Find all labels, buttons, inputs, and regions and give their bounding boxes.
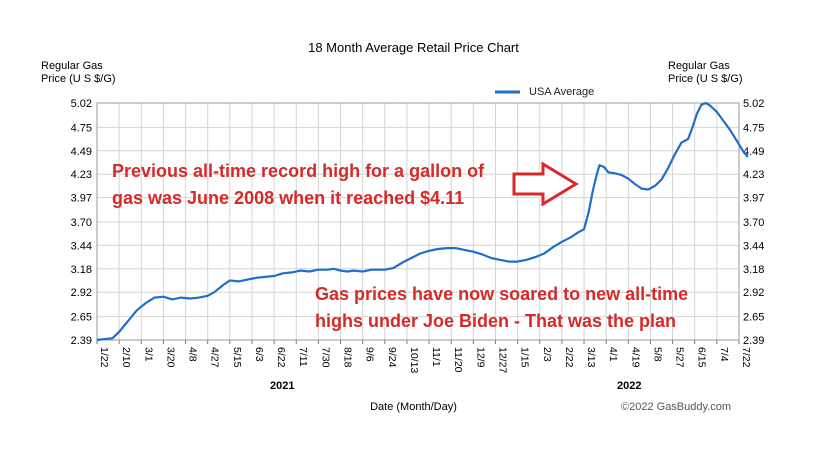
y-tick-label-left: 3.70 xyxy=(71,217,92,229)
annotation-record-2008-line2: gas was June 2008 when it reached $4.11 xyxy=(112,188,465,208)
y-axis-title-left: Regular Gas Price (U S $/G) xyxy=(41,60,116,86)
x-tick-label: 5/15 xyxy=(231,347,243,368)
x-tick-label: 6/22 xyxy=(275,347,287,368)
annotation-record-2008-line1: Previous all-time record high for a gall… xyxy=(112,161,485,181)
x-tick-label: 5/27 xyxy=(674,347,686,368)
x-tick-label: 4/27 xyxy=(209,347,221,368)
x-tick-label: 6/3 xyxy=(253,347,265,362)
y-tick-label-right: 2.39 xyxy=(743,335,764,347)
series-line-usa-average xyxy=(96,101,749,342)
credit: ©2022 GasBuddy.com xyxy=(621,401,732,413)
x-ticks: 1/22 2/10 3/1 3/20 4/8 4/27 5/15 6/3 6/22 7/11 7/3… xyxy=(96,340,752,373)
y-axis-title-left-line2: Price (U S $/G) xyxy=(41,73,116,85)
x-tick-label: 9/24 xyxy=(386,347,398,368)
y-axis-title-left-line1: Regular Gas xyxy=(41,60,103,72)
y-tick-label-right: 4.23 xyxy=(743,169,764,181)
x-tick-label: 1/15 xyxy=(519,347,531,368)
annotation-record-2008: Previous all-time record high for a gall… xyxy=(112,158,484,212)
annotation-new-highs-line2: highs under Joe Biden - That was the pla… xyxy=(315,311,677,331)
annotation-new-highs-line1: Gas prices have now soared to new all-ti… xyxy=(315,284,689,304)
x-tick-label: 7/30 xyxy=(319,347,331,368)
x-tick-label: 5/8 xyxy=(651,347,663,362)
x-tick-label: 10/13 xyxy=(408,347,420,373)
year-label-2021: 2021 xyxy=(270,380,295,392)
y-ticks-right: 5.02 4.75 4.49 4.23 3.97 3.70 3.44 3.18 2.92 2.65… xyxy=(743,98,764,347)
y-tick-label-left: 4.23 xyxy=(71,169,92,181)
y-tick-label-right: 4.75 xyxy=(743,122,764,134)
y-tick-label-right: 3.70 xyxy=(743,217,764,229)
y-tick-label-left: 3.44 xyxy=(71,240,92,252)
x-tick-label: 2/10 xyxy=(120,347,132,368)
x-tick-label: 2/22 xyxy=(563,347,575,368)
x-tick-label: 3/20 xyxy=(164,347,176,368)
x-tick-label: 7/22 xyxy=(740,347,752,368)
year-label-2022: 2022 xyxy=(617,380,642,392)
y-tick-label-left: 2.92 xyxy=(71,287,92,299)
x-tick-label: 4/8 xyxy=(187,347,199,362)
annotation-arrow xyxy=(512,161,579,207)
x-tick-label: 4/19 xyxy=(629,347,641,368)
x-tick-label: 7/11 xyxy=(297,347,309,367)
x-tick-label: 7/4 xyxy=(718,347,730,362)
x-tick-label: 6/15 xyxy=(696,347,708,368)
grid-lines xyxy=(97,102,739,341)
y-tick-label-right: 2.92 xyxy=(743,287,764,299)
legend-label: USA Average xyxy=(529,86,595,98)
y-tick-label-right: 3.97 xyxy=(743,193,764,205)
x-tick-label: 12/27 xyxy=(496,347,508,373)
x-tick-label: 11/20 xyxy=(452,347,464,373)
x-tick-label: 9/6 xyxy=(364,347,376,362)
y-tick-label-right: 2.65 xyxy=(743,312,764,324)
x-tick-label: 4/1 xyxy=(607,347,619,362)
y-axis-title-right-line2: Price (U S $/G) xyxy=(668,73,743,85)
y-tick-label-left: 3.18 xyxy=(71,264,92,276)
y-tick-label-right: 4.49 xyxy=(743,146,764,158)
y-ticks-left: 5.02 4.75 4.49 4.23 3.97 3.70 3.44 3.18 2.92 2.65… xyxy=(71,98,92,347)
y-tick-label-left: 4.49 xyxy=(71,146,92,158)
y-tick-label-right: 3.44 xyxy=(743,240,764,252)
annotation-new-highs: Gas prices have now soared to new all-ti… xyxy=(315,281,688,335)
x-axis-title: Date (Month/Day) xyxy=(370,401,457,413)
y-axis-title-right: Regular Gas Price (U S $/G) xyxy=(668,60,743,86)
y-tick-label-left: 5.02 xyxy=(71,98,92,110)
y-tick-label-right: 3.18 xyxy=(743,264,764,276)
x-tick-label: 1/22 xyxy=(98,347,110,368)
y-tick-label-left: 4.75 xyxy=(71,122,92,134)
x-tick-label: 12/9 xyxy=(474,347,486,368)
y-tick-label-left: 2.39 xyxy=(71,335,92,347)
x-tick-label: 8/18 xyxy=(342,347,354,368)
x-tick-label: 3/1 xyxy=(142,347,154,362)
y-tick-label-left: 3.97 xyxy=(71,193,92,205)
y-axis-title-right-line1: Regular Gas xyxy=(668,60,730,72)
x-tick-label: 2/3 xyxy=(541,347,553,362)
plot-frame xyxy=(96,102,740,341)
chart-title: 18 Month Average Retail Price Chart xyxy=(308,40,519,55)
y-tick-label-right: 5.02 xyxy=(743,98,764,110)
y-tick-label-left: 2.65 xyxy=(71,312,92,324)
x-tick-label: 11/1 xyxy=(430,347,442,367)
x-tick-label: 3/13 xyxy=(585,347,597,368)
